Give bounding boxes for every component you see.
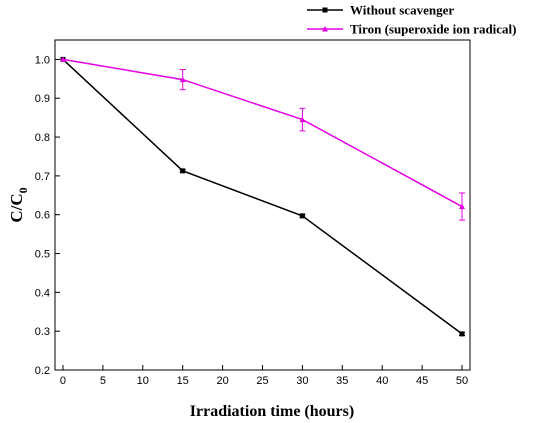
x-tick-label: 0 — [60, 375, 66, 387]
data-point — [59, 56, 66, 62]
x-tick-label: 35 — [336, 375, 348, 387]
y-tick-label: 0.6 — [35, 210, 50, 222]
y-tick-label: 0.2 — [35, 365, 50, 377]
x-tick-label: 50 — [456, 375, 468, 387]
y-tick-label: 0.3 — [35, 326, 50, 338]
x-tick-label: 30 — [296, 375, 308, 387]
x-tick-label: 20 — [216, 375, 228, 387]
data-point — [459, 331, 465, 337]
x-tick-label: 40 — [376, 375, 388, 387]
series-line — [62, 58, 463, 335]
series-layer — [59, 56, 466, 337]
x-tick-label: 10 — [137, 375, 149, 387]
series-1 — [60, 56, 466, 337]
data-point — [299, 213, 305, 219]
y-tick-label: 0.8 — [35, 132, 50, 144]
y-tick-label: 0.4 — [35, 287, 50, 299]
data-point — [322, 26, 328, 32]
series-line — [62, 58, 463, 208]
y-tick-label: 1.0 — [35, 54, 50, 66]
data-point — [459, 203, 466, 210]
x-tick-label: 45 — [416, 375, 428, 387]
x-tick-label: 15 — [177, 375, 189, 387]
data-point — [322, 7, 328, 13]
y-axis-title-main: C/C — [7, 193, 26, 222]
x-axis: 0 5 10 15 20 25 30 35 40 45 50 — [60, 365, 468, 387]
x-axis-title: Irradiation time (hours) — [190, 403, 354, 420]
series-2 — [59, 56, 466, 221]
data-point — [179, 76, 186, 83]
legend-label: Tiron (superoxide ion radical) — [350, 22, 517, 37]
y-axis: 0.2 0.3 0.4 0.5 0.6 0.7 0.8 0.9 1.0 — [35, 54, 60, 377]
legend-label: Without scavenger — [350, 3, 454, 18]
y-axis-title: C/C0 — [7, 187, 30, 222]
x-tick-label: 5 — [100, 375, 106, 387]
plot-frame — [54, 39, 471, 371]
y-axis-title-subscript: 0 — [16, 187, 30, 193]
x-tick-label: 25 — [256, 375, 268, 387]
y-tick-label: 0.9 — [35, 93, 50, 105]
y-tick-label: 0.7 — [35, 171, 50, 183]
legend: Without scavenger Tiron (superoxide ion r… — [307, 3, 517, 37]
y-tick-label: 0.5 — [35, 249, 50, 261]
data-point — [299, 116, 306, 123]
data-point — [180, 168, 186, 174]
